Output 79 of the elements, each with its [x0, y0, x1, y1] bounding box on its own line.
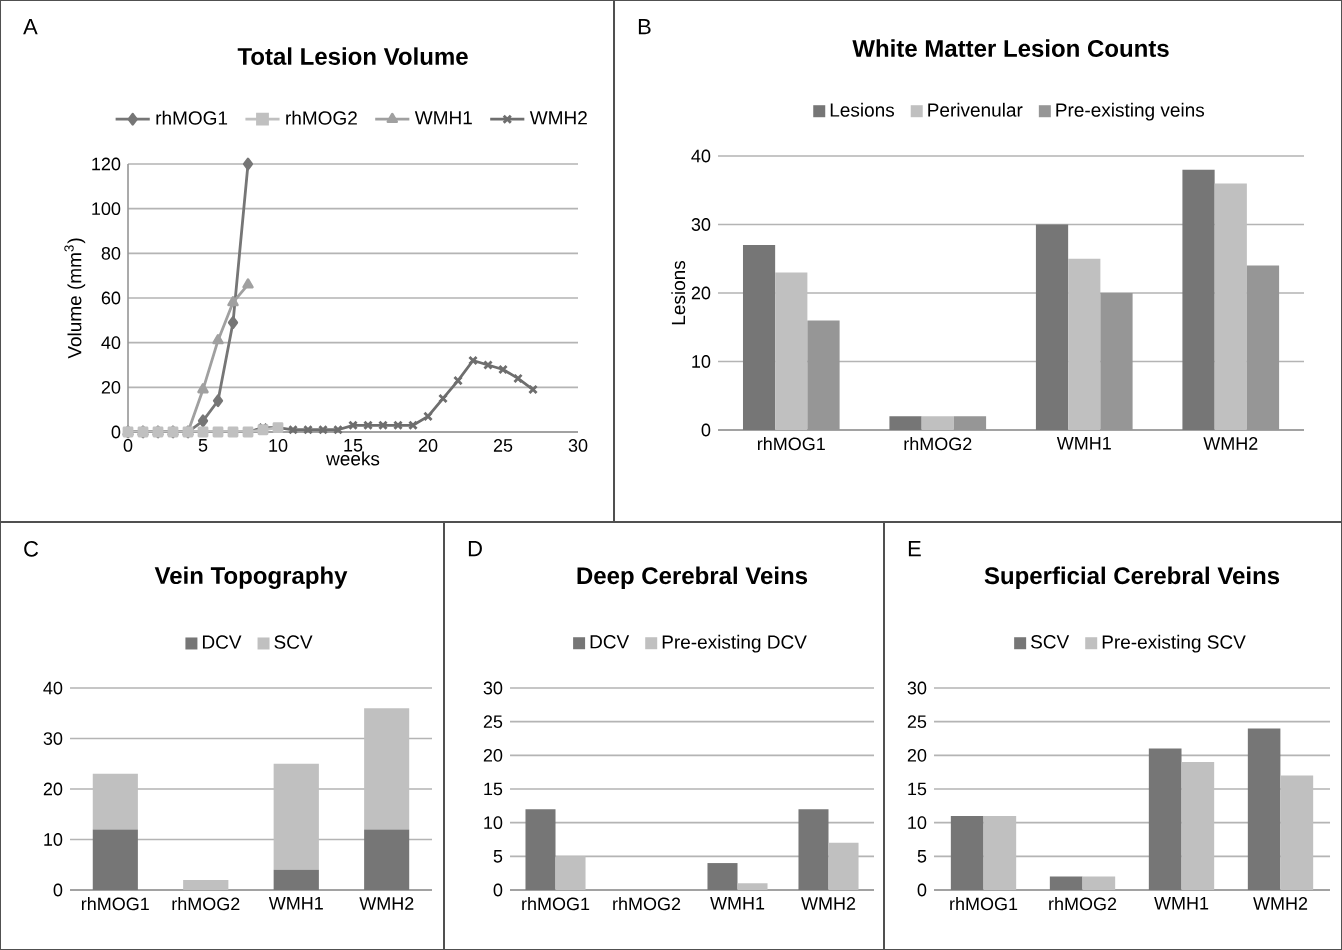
legend-label: DCV [590, 635, 630, 649]
legend-label: Pre-existing SCV [1102, 634, 1246, 653]
x-tick-label: rhMOG1 [950, 897, 1018, 911]
x-tick-label: 20 [418, 439, 438, 452]
y-tick-label: 0 [917, 883, 927, 897]
x-axis-title: weeks [326, 451, 380, 466]
y-tick-label: 30 [483, 681, 503, 695]
chart-title: White Matter Lesion Counts [852, 39, 1169, 57]
y-tick-label: 0 [53, 883, 63, 897]
y-tick-label: 30 [907, 681, 927, 695]
legend-label: WMH2 [529, 111, 587, 125]
y-tick-label: 10 [908, 816, 927, 830]
y-tick-label: 5 [493, 850, 503, 863]
y-tick-label: 10 [44, 833, 63, 846]
legend-label: SCV [274, 635, 313, 649]
y-tick-label: 25 [907, 715, 927, 729]
y-tick-label: 0 [493, 883, 503, 897]
x-tick-label: rhMOG2 [904, 437, 972, 451]
x-tick-label: rhMOG1 [757, 437, 825, 451]
y-axis-title: Lesions [671, 260, 686, 325]
y-tick-label: 10 [484, 816, 503, 830]
legend-label: Lesions [830, 102, 895, 117]
x-tick-label: WMH1 [1056, 437, 1111, 450]
legend-label: Perivenular [928, 102, 1023, 117]
x-tick-label: WMH2 [359, 897, 414, 910]
y-tick-label: 0 [701, 423, 711, 437]
x-tick-label: WMH2 [1253, 897, 1308, 910]
legend-label: Pre-existing veins [1056, 102, 1205, 121]
y-tick-label: 120 [92, 157, 121, 171]
x-tick-label: rhMOG2 [613, 897, 681, 911]
y-tick-label: 40 [101, 336, 121, 350]
text: D [468, 541, 482, 557]
chart-title: Total Lesion Volume [237, 47, 468, 65]
y-tick-label: 20 [907, 748, 927, 762]
x-tick-label: rhMOG1 [522, 897, 590, 911]
legend-label: rhMOG1 [156, 110, 228, 125]
y-tick-label: 15 [908, 782, 927, 796]
y-tick-label: 5 [917, 850, 927, 863]
y-tick-label: 40 [43, 681, 63, 695]
y-tick-label: 30 [691, 218, 711, 231]
x-tick-label: WMH1 [710, 897, 765, 910]
y-tick-label: 15 [484, 782, 503, 796]
y-tick-label: 25 [483, 715, 503, 729]
x-tick-label: 10 [269, 439, 288, 452]
text: A [23, 19, 38, 35]
x-tick-label: rhMOG2 [172, 897, 240, 911]
y-tick-label: 30 [43, 732, 63, 745]
legend-label: Pre-existing DCV [662, 634, 807, 653]
chart-title: Vein Topography [154, 566, 348, 589]
x-tick-label: WMH1 [1154, 897, 1209, 910]
x-tick-label: rhMOG1 [81, 897, 149, 911]
legend-label: rhMOG2 [286, 110, 357, 125]
legend-label: SCV [1031, 635, 1070, 649]
chart-title: Deep Cerebral Veins [577, 566, 808, 589]
y-tick-label: 20 [101, 380, 121, 394]
y-tick-label: 0 [111, 425, 121, 439]
x-tick-label: 5 [198, 439, 208, 452]
legend-label: DCV [202, 635, 242, 649]
y-tick-label: 20 [483, 748, 503, 762]
y-tick-label: 10 [692, 355, 711, 368]
y-tick-label: 80 [101, 246, 121, 260]
text: C [24, 541, 39, 557]
x-tick-label: 30 [568, 439, 588, 452]
y-tick-label: 20 [43, 782, 63, 796]
y-tick-label: 60 [101, 291, 121, 305]
legend-label: WMH1 [414, 111, 472, 125]
x-tick-label: WMH2 [801, 897, 856, 910]
y-tick-label: 20 [691, 286, 711, 300]
text: E [908, 541, 921, 557]
x-tick-label: WMH1 [268, 897, 323, 910]
x-tick-label: 15 [344, 439, 363, 452]
x-tick-label: 0 [123, 439, 133, 452]
y-tick-label: 100 [92, 202, 121, 216]
chart-title: Superficial Cerebral Veins [984, 566, 1280, 589]
text: B [638, 19, 651, 35]
y-tick-label: 40 [691, 149, 711, 163]
y-axis-title: Volume (mm$^{3}$) [64, 238, 86, 359]
x-tick-label: rhMOG2 [1049, 897, 1117, 911]
x-tick-label: WMH2 [1203, 437, 1258, 450]
